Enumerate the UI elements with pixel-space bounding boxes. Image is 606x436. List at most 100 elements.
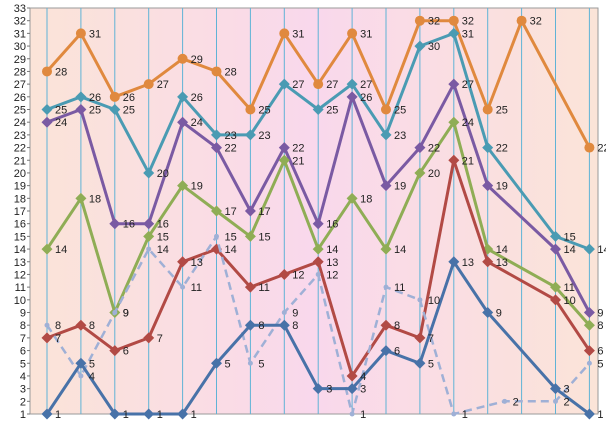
data-point: [584, 142, 595, 153]
data-label: 26: [191, 92, 203, 104]
data-label: 12: [292, 269, 304, 281]
y-tick-label: 19: [14, 181, 26, 193]
data-point: [550, 281, 561, 293]
data-point: [482, 104, 493, 115]
data-point: [381, 104, 391, 115]
series-layer: [41, 15, 595, 420]
data-point: [278, 78, 290, 90]
data-label: 27: [157, 79, 169, 91]
data-point: [482, 307, 494, 318]
data-point: [383, 284, 389, 290]
data-point: [346, 91, 358, 103]
data-label: 5: [428, 358, 434, 370]
data-point: [143, 408, 155, 420]
y-tick-label: 32: [14, 16, 26, 28]
data-label: 1: [360, 409, 366, 421]
data-label: 31: [360, 28, 372, 40]
data-point: [312, 218, 324, 230]
data-point: [177, 91, 189, 103]
data-point: [550, 243, 561, 255]
data-label: 18: [89, 193, 101, 205]
y-tick-label: 6: [20, 346, 26, 358]
data-point: [42, 66, 52, 77]
y-tick-label: 31: [14, 28, 26, 40]
data-point: [109, 104, 121, 115]
data-point: [143, 79, 154, 90]
data-point: [78, 373, 84, 379]
data-point: [346, 192, 358, 204]
data-label: 19: [191, 181, 203, 193]
data-point: [380, 319, 392, 331]
data-label: 18: [360, 193, 372, 205]
data-point: [244, 230, 256, 242]
data-point: [44, 322, 50, 328]
y-tick-label: 27: [14, 79, 26, 91]
data-point: [583, 243, 595, 255]
data-point: [211, 66, 222, 77]
data-label: 15: [225, 231, 237, 243]
data-point: [211, 357, 222, 369]
data-label: 8: [258, 320, 264, 332]
data-point: [75, 28, 86, 39]
data-label: 1: [157, 409, 163, 421]
data-label: 22: [597, 143, 606, 155]
data-point: [448, 116, 460, 128]
data-point: [278, 268, 290, 280]
data-point: [312, 243, 324, 255]
data-label: 4: [89, 371, 95, 383]
y-tick-label: 5: [20, 358, 26, 370]
data-point: [245, 104, 256, 115]
data-point: [583, 319, 595, 331]
series-line-dashed: [45, 235, 591, 416]
y-tick-label: 15: [14, 231, 26, 243]
data-label: 13: [462, 257, 474, 269]
data-point: [583, 345, 595, 357]
data-label: 1: [123, 409, 129, 421]
series-line-green: [45, 120, 591, 327]
data-label: 7: [428, 333, 434, 345]
data-label: 4: [360, 371, 366, 383]
series-line-blue: [45, 260, 591, 416]
data-point: [550, 383, 561, 395]
data-label: 23: [225, 130, 237, 142]
data-label: 14: [496, 244, 508, 256]
data-label: 5: [597, 358, 603, 370]
data-label: 25: [496, 105, 508, 117]
y-tick-label: 26: [14, 92, 26, 104]
data-label: 25: [326, 105, 338, 117]
data-label: 28: [55, 66, 67, 78]
data-label: 16: [326, 219, 338, 231]
data-point: [346, 383, 358, 395]
data-point: [109, 408, 121, 420]
data-label: 25: [55, 105, 67, 117]
data-label: 2: [564, 396, 570, 408]
data-point: [112, 310, 118, 315]
data-label: 25: [394, 105, 406, 117]
data-label: 8: [292, 320, 298, 332]
data-label: 14: [326, 244, 338, 256]
data-point: [75, 319, 87, 331]
data-point: [583, 408, 595, 420]
y-tick-label: 28: [14, 66, 26, 78]
data-label: 26: [123, 92, 135, 104]
data-point: [41, 116, 53, 128]
y-tick-label: 23: [14, 130, 26, 142]
data-label: 24: [55, 117, 67, 129]
data-point: [244, 129, 256, 141]
data-point: [448, 27, 460, 39]
data-point: [177, 256, 189, 268]
data-point: [482, 180, 494, 192]
data-point: [143, 230, 155, 242]
data-label: 20: [428, 168, 440, 180]
data-label: 13: [326, 257, 338, 269]
data-point: [41, 332, 53, 344]
data-point: [278, 154, 290, 166]
data-label: 5: [89, 358, 95, 370]
data-label: 32: [530, 16, 542, 28]
y-tick-label: 7: [20, 333, 26, 345]
data-label: 14: [157, 244, 169, 256]
y-tick-label: 14: [14, 244, 26, 256]
data-label: 27: [326, 79, 338, 91]
data-point: [244, 319, 256, 331]
